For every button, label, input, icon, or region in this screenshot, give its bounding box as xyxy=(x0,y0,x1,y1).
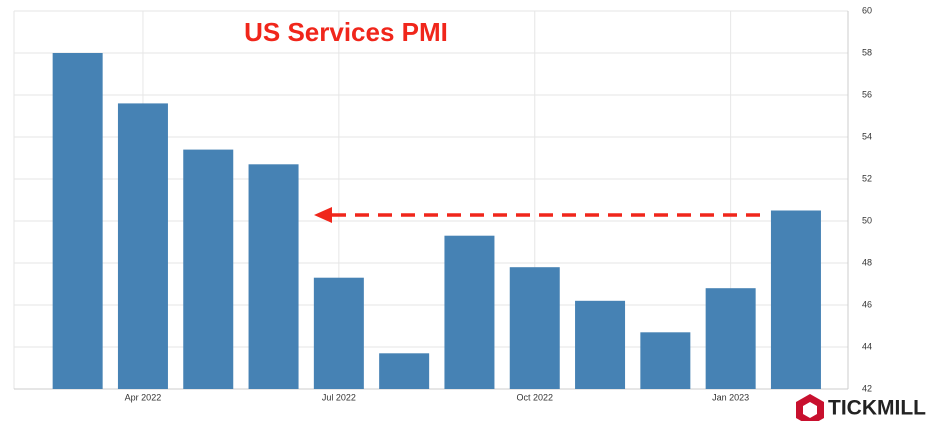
bar xyxy=(52,53,103,389)
bar xyxy=(509,267,560,389)
bar xyxy=(379,353,430,389)
bar xyxy=(117,103,168,390)
arrow-head xyxy=(314,207,332,223)
bar xyxy=(183,149,234,389)
x-tick-label: Jan 2023 xyxy=(712,392,749,402)
y-tick-label: 50 xyxy=(862,215,872,225)
bar xyxy=(770,210,821,389)
chart-title: US Services PMI xyxy=(244,17,448,47)
logo: TICKMILL xyxy=(796,394,926,421)
bar xyxy=(640,332,691,389)
y-tick-label: 58 xyxy=(862,47,872,57)
y-tick-label: 44 xyxy=(862,341,872,351)
y-tick-label: 56 xyxy=(862,89,872,99)
logo-text: TICKMILL xyxy=(828,397,926,420)
bar xyxy=(575,300,626,389)
bar xyxy=(313,277,364,389)
bar xyxy=(248,164,299,389)
x-tick-label: Jul 2022 xyxy=(322,392,356,402)
y-tick-label: 48 xyxy=(862,257,872,267)
x-tick-label: Oct 2022 xyxy=(516,392,553,402)
logo-icon-inner xyxy=(803,402,817,418)
x-tick-label: Apr 2022 xyxy=(125,392,162,402)
y-tick-label: 42 xyxy=(862,383,872,393)
bar xyxy=(444,235,495,389)
y-tick-label: 54 xyxy=(862,131,872,141)
y-tick-label: 60 xyxy=(862,5,872,15)
bar xyxy=(705,288,756,389)
y-tick-label: 52 xyxy=(862,173,872,183)
y-tick-label: 46 xyxy=(862,299,872,309)
